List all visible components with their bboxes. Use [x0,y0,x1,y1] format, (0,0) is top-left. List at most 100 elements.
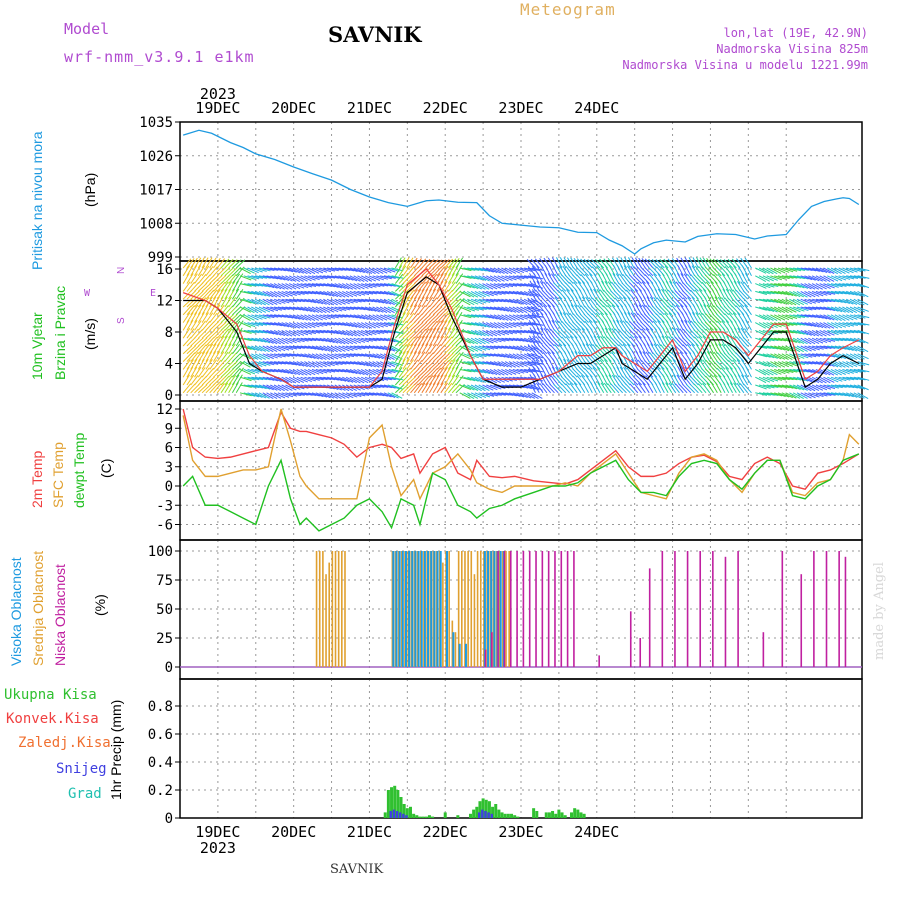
wind-barb [762,290,775,295]
wind-barb [530,258,540,269]
wind-barb [372,368,384,375]
wind-barb [770,267,782,274]
wind-barb [410,329,420,339]
wind-barb [186,305,195,316]
wind-barb [533,280,540,292]
precip-total-bar [393,785,397,818]
wind-barb [713,351,722,362]
wind-barb [330,314,343,318]
wind-barb [629,282,639,292]
wind-barb [315,314,327,321]
wind-barb [849,290,862,297]
cloud-low-bar [648,568,651,667]
wind-barb [194,304,202,316]
wind-barb [501,392,514,396]
wind-barb [669,366,677,378]
wind-barb [703,296,711,308]
wind-barb [719,259,730,269]
wind-barb [209,383,219,394]
wind-barb [398,290,408,300]
wind-barb [497,298,510,303]
wind-barb [224,321,234,331]
wind-barb [334,322,347,327]
wind-barb [258,322,271,326]
wind-barb [432,320,441,331]
wind-barb [834,283,847,287]
wind-barb [544,272,552,284]
wind-barb [727,297,737,308]
wind-barb [330,329,343,335]
wind-barb [762,376,775,383]
wind-barb [455,304,464,316]
wind-barb [636,274,646,284]
wind-barb [808,361,821,365]
wind-barb [857,314,870,319]
wind-barb [827,345,840,349]
wind-barb [777,361,790,368]
wind-barb [459,392,471,399]
wind-barb [270,329,282,336]
precip-total-bar [481,798,485,818]
wind-barb [758,283,771,289]
wind-barb [213,266,223,277]
wind-barb [762,306,775,312]
wind-barb [334,361,347,365]
wind-barb [482,298,495,303]
wind-barb [300,306,312,313]
wind-barb [774,267,786,274]
wind-barb [834,376,847,382]
wind-barb [718,280,726,292]
wind-barb [666,298,677,308]
wind-barb [838,298,850,305]
wind-barb [338,361,351,365]
wind-barb [486,298,499,303]
wind-barb [593,288,601,300]
wind-barb [789,314,802,319]
wind-barb [410,266,419,277]
cloud-high-bar [483,551,486,667]
wind-barb [773,306,786,314]
wind-barb [463,361,476,365]
wind-barb [610,290,620,300]
wind-barb [603,382,612,394]
wind-barb [643,296,650,308]
wind-barb [853,329,866,334]
wind-barb [621,289,631,300]
wind-barb [353,322,365,329]
wind-barb [258,298,270,306]
wind-barb [570,257,578,269]
cloud-low-bar [554,551,556,667]
wind-barb [703,342,711,355]
wind-barb [565,367,574,378]
cloud-low-bar [573,551,575,667]
wind-barb [580,351,589,362]
wind-barb [447,359,456,370]
wind-barb [463,368,476,373]
wind-barb [698,266,707,277]
wind-barb [376,329,389,334]
wind-barb [451,352,461,362]
wind-barb [406,336,415,347]
x-tick-bottom-20DEC: 20DEC [271,823,316,841]
wind-barb [455,290,466,300]
wind-barb [213,359,222,370]
wind-barb [640,359,650,370]
wind-barb [213,368,223,378]
precip-total-bar [500,812,504,818]
wind-barb [596,335,605,347]
wind-barb [505,337,518,342]
wind-barb [380,322,392,327]
wind-barb [194,282,204,292]
wind-barb [345,275,358,282]
wind-barb [235,367,245,378]
wind-barb [311,368,324,375]
wind-barb [857,353,869,360]
wind-barb [781,361,794,367]
wind-barb [704,368,714,378]
wind-barb [364,392,377,396]
wind-barb [777,392,790,398]
wind-barb [576,360,586,370]
wind-barb [560,329,570,339]
wind-barb [319,290,331,297]
wind-barb [617,290,627,300]
